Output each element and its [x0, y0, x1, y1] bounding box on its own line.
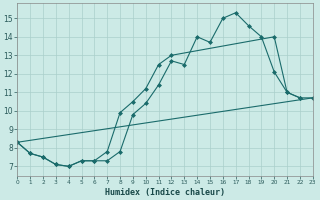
X-axis label: Humidex (Indice chaleur): Humidex (Indice chaleur)	[105, 188, 225, 197]
